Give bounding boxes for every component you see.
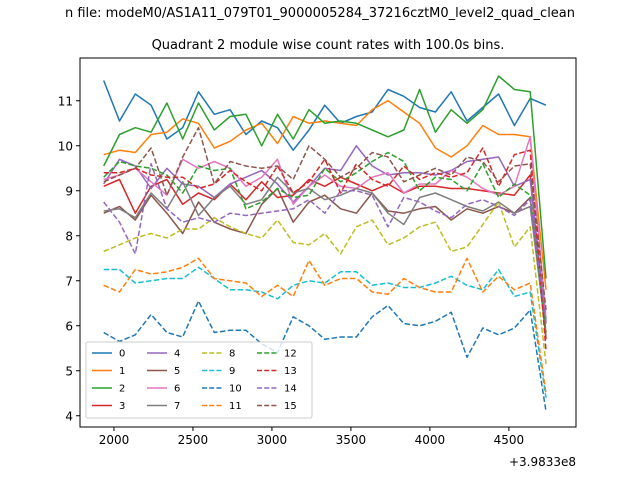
legend-box [85, 341, 313, 419]
y-tick-label: 11 [58, 94, 73, 108]
legend-label-14: 14 [284, 384, 297, 395]
legend-label-11: 11 [229, 401, 242, 412]
plot-frame [79, 57, 577, 428]
y-tick-label: 10 [58, 139, 73, 153]
series-line-5 [103, 187, 547, 338]
y-tick-label: 8 [65, 229, 73, 243]
legend-label-5: 5 [174, 366, 180, 377]
series-line-1 [103, 99, 547, 290]
legend-label-9: 9 [229, 366, 235, 377]
legend-label-12: 12 [284, 349, 297, 360]
x-tick-label: 2500 [178, 433, 209, 447]
series-line-14 [103, 163, 547, 322]
legend-label-7: 7 [174, 401, 180, 412]
series-line-10 [103, 300, 547, 412]
legend-label-6: 6 [174, 384, 180, 395]
legend-label-1: 1 [119, 366, 125, 377]
y-tick-label: 5 [65, 364, 73, 378]
series-line-3 [103, 174, 547, 340]
legend-label-13: 13 [284, 366, 297, 377]
figure-suptitle: n file: modeM0/AS1A11_079T01_9000005284_… [65, 6, 575, 21]
x-tick-label: 4500 [494, 433, 525, 447]
series-line-15 [103, 126, 547, 311]
series-line-6 [103, 136, 547, 320]
legend-label-0: 0 [119, 349, 125, 360]
legend-label-4: 4 [174, 349, 180, 360]
series-line-0 [103, 80, 547, 151]
x-tick-label: 3000 [257, 433, 288, 447]
legend-label-3: 3 [119, 401, 125, 412]
y-tick-label: 7 [65, 274, 73, 288]
series-line-12 [103, 151, 547, 333]
legend-label-2: 2 [119, 384, 125, 395]
chart-title: Quadrant 2 module wise count rates with … [152, 38, 505, 53]
x-offset-label: +3.9833e8 [509, 455, 576, 469]
y-tick-label: 4 [65, 409, 73, 423]
series-line-4 [103, 145, 547, 324]
series-line-9 [103, 266, 547, 398]
series-line-2 [103, 75, 547, 279]
legend-label-10: 10 [229, 384, 242, 395]
y-tick-label: 9 [65, 184, 73, 198]
legend-label-8: 8 [229, 349, 235, 360]
x-tick-label: 4000 [415, 433, 446, 447]
x-tick-label: 3500 [336, 433, 367, 447]
series-line-8 [103, 201, 547, 365]
series-line-13 [103, 147, 547, 351]
series-line-11 [103, 257, 547, 394]
x-tick-label: 2000 [99, 433, 130, 447]
y-tick-label: 6 [65, 319, 73, 333]
series-line-7 [103, 176, 547, 333]
legend-label-15: 15 [284, 401, 297, 412]
